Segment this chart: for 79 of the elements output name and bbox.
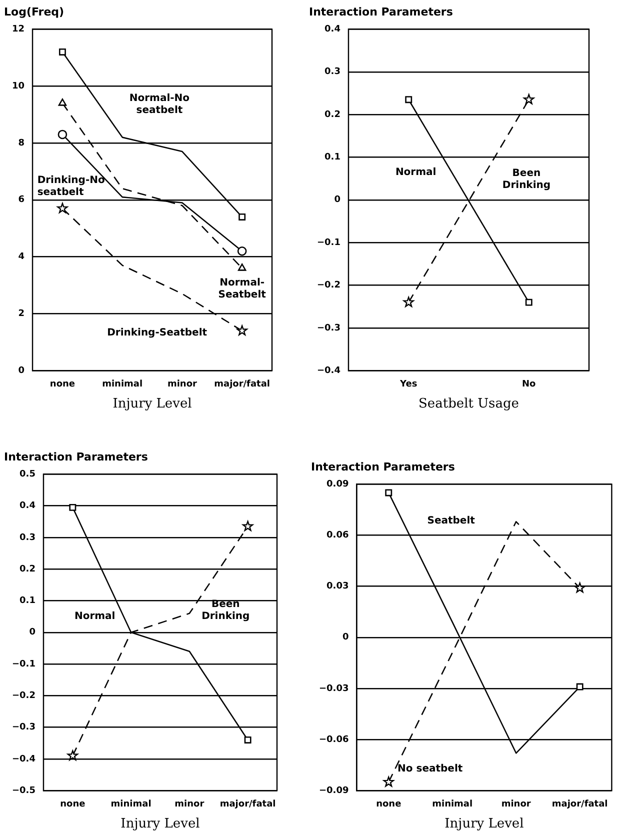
y-tick-label: 0.5 bbox=[20, 470, 36, 480]
point bbox=[236, 325, 248, 336]
y-tick-label: 0 bbox=[18, 366, 25, 376]
series-label: Normal bbox=[74, 611, 116, 622]
series-label: Normal-No seatbelt bbox=[129, 92, 190, 116]
series-label: Been Drinking bbox=[502, 168, 551, 192]
point bbox=[58, 130, 68, 140]
y-tick-label: −0.3 bbox=[317, 323, 340, 334]
y-tick-label: −0.1 bbox=[317, 238, 340, 248]
y-tick-label: 12 bbox=[12, 24, 25, 35]
x-tick-label: minimal bbox=[110, 799, 152, 810]
y-tick-label: 0.3 bbox=[20, 532, 36, 543]
y-tick-label: 10 bbox=[12, 81, 25, 92]
y-tick-label: 0.1 bbox=[20, 596, 36, 606]
y-tick-label: 8 bbox=[18, 138, 25, 148]
point bbox=[576, 683, 584, 690]
y-tick-label: −0.09 bbox=[318, 786, 349, 796]
series-label: Drinking-No seatbelt bbox=[37, 174, 105, 198]
x-tick-label: minor bbox=[167, 379, 198, 390]
y-tick-label: −0.4 bbox=[317, 366, 340, 376]
series-label: Drinking-Seatbelt bbox=[107, 328, 208, 339]
y-tick-label: −0.1 bbox=[12, 659, 36, 670]
y-tick-label: 0 bbox=[334, 195, 340, 206]
y-tick-label: 0.3 bbox=[324, 67, 340, 78]
x-tick-label: minimal bbox=[432, 799, 473, 810]
x-axis-title: Injury Level bbox=[112, 396, 192, 412]
y-tick-label: 0.09 bbox=[326, 480, 349, 490]
y-tick-label: −0.3 bbox=[12, 722, 36, 733]
point bbox=[242, 520, 254, 532]
x-tick-label: Yes bbox=[399, 379, 418, 390]
y-tick-label: 6 bbox=[18, 195, 25, 206]
y-tick-label: −0.4 bbox=[12, 754, 36, 764]
y-tick-label: 0.2 bbox=[20, 564, 36, 574]
x-tick-label: No bbox=[522, 379, 536, 390]
x-tick-label: minimal bbox=[102, 379, 143, 390]
x-tick-label: major/fatal bbox=[220, 799, 276, 810]
series-label: Seatbelt bbox=[427, 516, 476, 527]
y-tick-label: 0.4 bbox=[20, 501, 36, 512]
y-tick-label: 0.2 bbox=[324, 110, 340, 120]
y-tick-label: 4 bbox=[18, 252, 25, 262]
y-tick-label: 0 bbox=[29, 628, 36, 638]
x-tick-label: none bbox=[376, 799, 402, 810]
chart-title: Interaction Parameters bbox=[4, 450, 148, 464]
x-axis-title: Injury Level bbox=[444, 816, 524, 832]
y-tick-label: −0.2 bbox=[12, 691, 36, 702]
series-label: No seatbelt bbox=[398, 764, 463, 775]
y-axis-title: Log(Freq) bbox=[4, 5, 64, 18]
series-label: Normal-Seatbelt bbox=[218, 277, 266, 300]
series-label: Normal bbox=[395, 167, 436, 178]
point bbox=[237, 246, 247, 256]
x-tick-label: major/fatal bbox=[214, 379, 270, 390]
x-axis-title: Seatbelt Usage bbox=[418, 396, 520, 412]
x-axis-title: Injury Level bbox=[120, 816, 200, 832]
x-tick-label: minor bbox=[501, 799, 532, 810]
y-tick-label: 0.06 bbox=[326, 530, 349, 541]
y-tick-label: 0 bbox=[342, 632, 349, 643]
point bbox=[244, 736, 252, 744]
y-tick-label: −0.2 bbox=[317, 280, 340, 291]
chart-title: Interaction Parameters bbox=[309, 5, 454, 18]
chart-title: Interaction Parameters bbox=[311, 460, 456, 474]
point bbox=[67, 750, 78, 760]
y-tick-label: −0.03 bbox=[318, 684, 349, 694]
x-tick-label: none bbox=[60, 799, 86, 810]
point bbox=[574, 582, 586, 593]
point bbox=[58, 48, 66, 56]
y-tick-label: −0.5 bbox=[12, 786, 36, 796]
y-tick-label: 0.03 bbox=[326, 582, 349, 592]
point bbox=[238, 213, 246, 220]
y-tick-label: 2 bbox=[18, 309, 25, 320]
point bbox=[383, 776, 394, 787]
point bbox=[385, 489, 392, 496]
y-tick-label: −0.06 bbox=[318, 734, 349, 745]
x-tick-label: none bbox=[50, 379, 76, 390]
point bbox=[57, 202, 68, 214]
x-tick-label: minor bbox=[174, 799, 205, 810]
x-tick-label: major/fatal bbox=[552, 799, 608, 810]
y-tick-label: 0.1 bbox=[324, 152, 340, 163]
point bbox=[69, 504, 76, 511]
y-tick-label: 0.4 bbox=[324, 24, 340, 35]
